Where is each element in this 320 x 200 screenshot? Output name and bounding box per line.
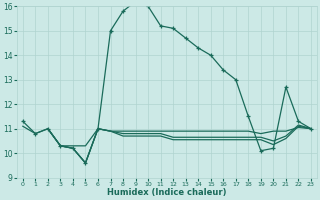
- X-axis label: Humidex (Indice chaleur): Humidex (Indice chaleur): [107, 188, 227, 197]
